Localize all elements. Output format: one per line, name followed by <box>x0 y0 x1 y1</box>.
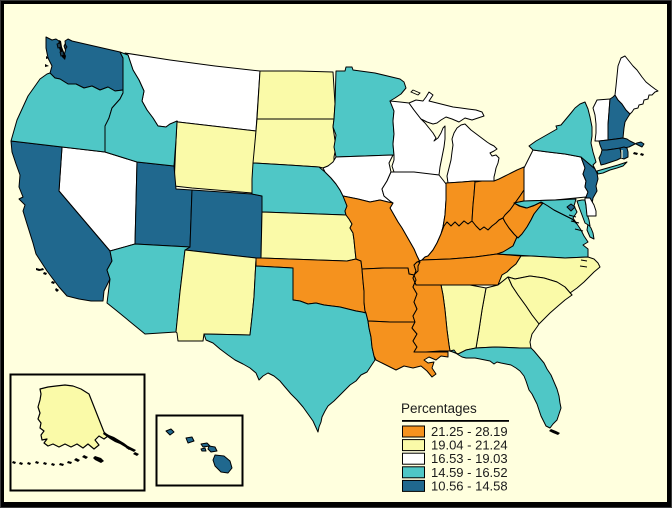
svg-text:Percentages: Percentages <box>401 401 477 416</box>
svg-text:10.56 - 14.58: 10.56 - 14.58 <box>431 478 508 493</box>
svg-text:14.59 - 16.52: 14.59 - 16.52 <box>431 465 508 480</box>
svg-text:21.25 - 28.19: 21.25 - 28.19 <box>431 424 508 439</box>
svg-text:16.53 - 19.03: 16.53 - 19.03 <box>431 451 508 466</box>
svg-text:19.04 - 21.24: 19.04 - 21.24 <box>431 438 508 453</box>
